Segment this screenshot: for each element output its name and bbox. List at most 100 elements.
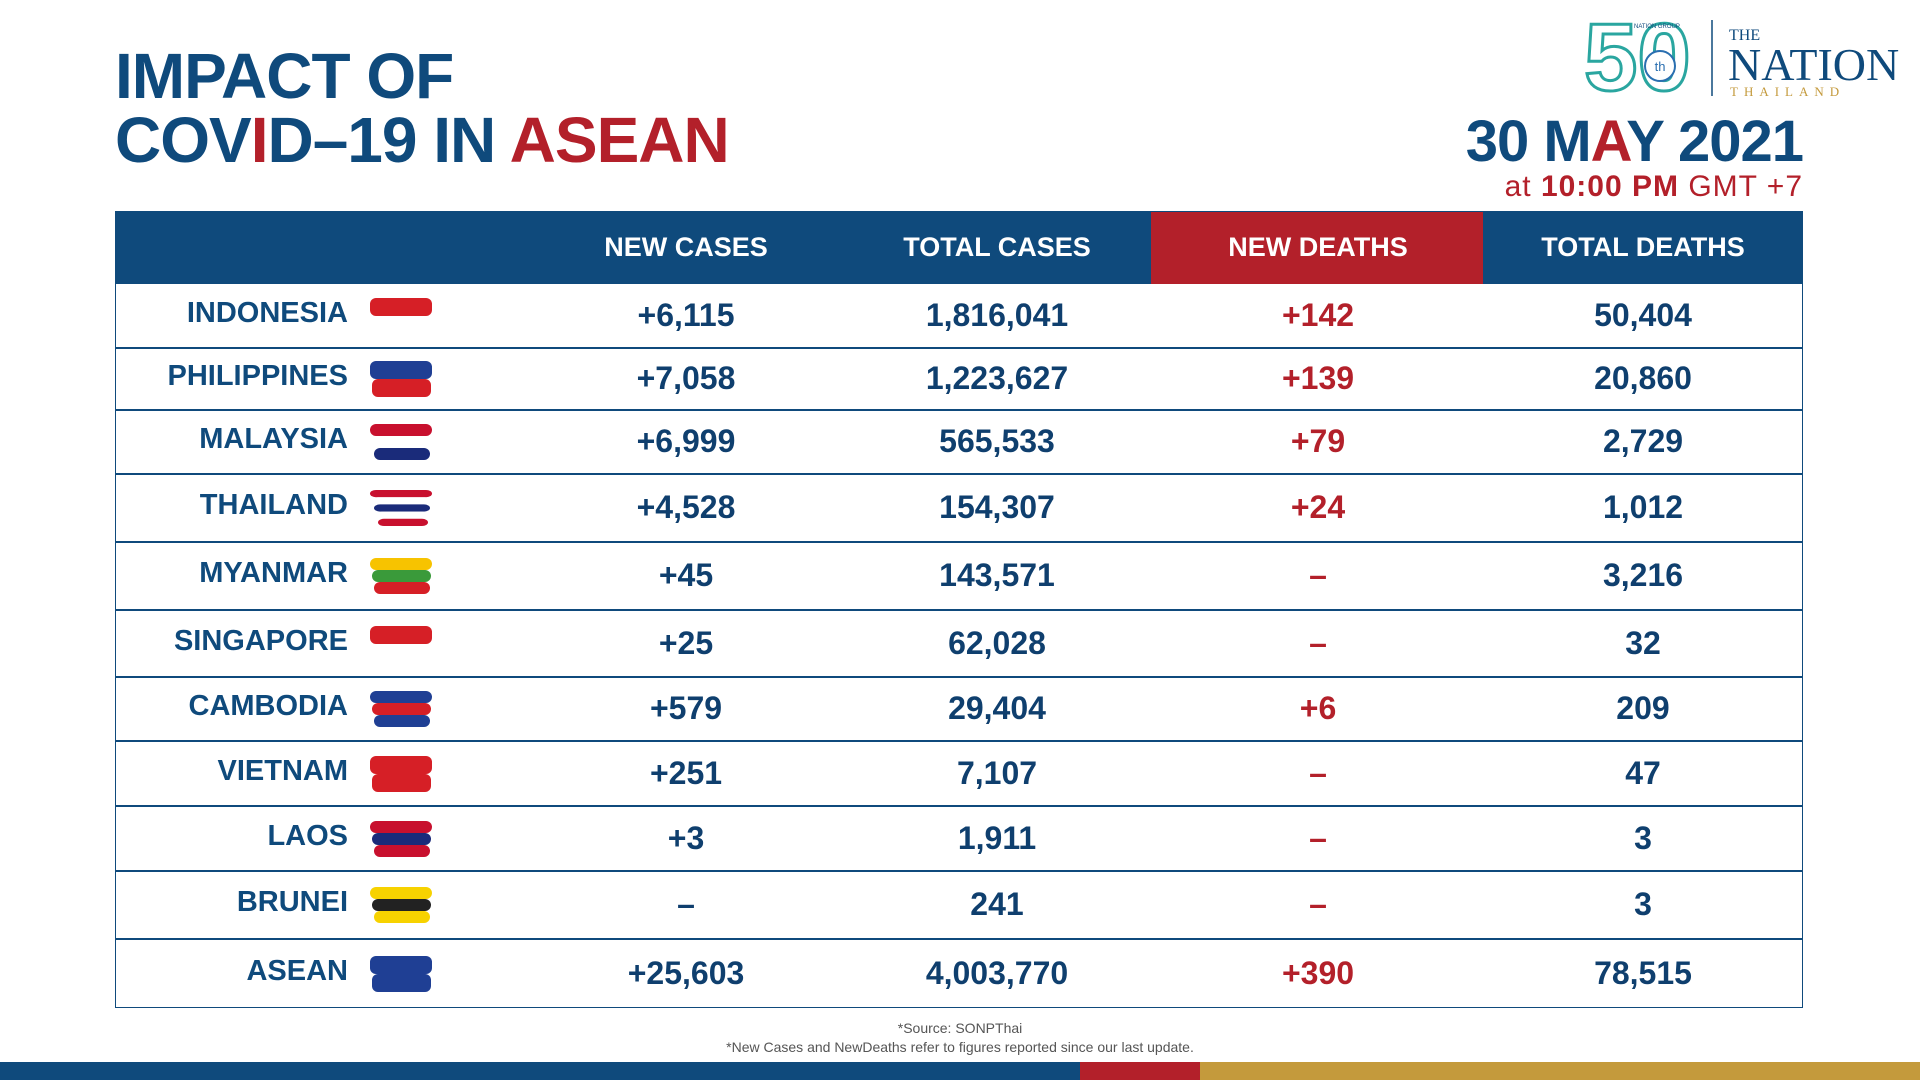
row-line [115,938,1803,940]
flag-stripe [370,887,432,899]
flag-stripe [372,570,431,582]
flag-stripe [374,715,430,727]
row-line [115,676,1803,678]
logo-anniversary: 50 [1584,8,1691,108]
logo-circle [1644,50,1676,82]
flag [370,955,432,992]
flag-stripe [372,703,431,715]
flag-stripe [372,436,431,448]
logo: 50 th NATION GROUP THE NATION THAILAND [1583,8,1900,108]
flag [370,820,432,857]
cell-value: +25 [658,624,714,661]
country-name: MALAYSIA [199,423,348,455]
flag-stripe [374,504,430,512]
flag-stripe [370,298,432,316]
country-name: BRUNEI [236,886,348,918]
date-part: 30 M [1465,109,1592,174]
row-line [115,473,1803,475]
row-line [115,740,1803,742]
row-line [115,609,1803,611]
cell-value: 1,816,041 [925,297,1069,333]
bottom-bar [1080,1062,1200,1080]
cell-value: 565,533 [939,423,1055,459]
cell-value: – [1309,754,1327,791]
flag-stripe [372,643,431,662]
logo-the: THE [1729,27,1760,44]
cell-value: +45 [658,557,714,593]
flag-stripe [370,955,432,974]
cell-value: 29,404 [948,690,1046,726]
time: at 10:00 PM GMT +7 [1505,170,1803,204]
cell-value: 20,860 [1594,360,1692,396]
cell-value: – [1309,557,1327,593]
cell-value: +79 [1290,423,1346,459]
cell-value: – [1309,886,1327,922]
cell-value: +251 [649,754,723,791]
header-band [115,211,1803,284]
flag-stripe [374,911,430,923]
country-name: ASEAN [246,954,348,987]
title-line2: COVID–19 IN ASEAN [115,108,730,172]
cell-value: 32 [1625,624,1661,661]
flag-stripe [372,899,431,911]
flag [370,298,432,334]
flag [370,558,432,594]
country-name: INDONESIA [186,297,348,329]
flag-stripe [372,316,431,334]
date: 30 MAY 2021 [1465,109,1804,174]
cell-value: 154,307 [939,489,1055,525]
cell-value: 62,028 [948,624,1046,661]
column-header: TOTAL CASES [903,232,1091,262]
flag [370,361,432,397]
title-line1: IMPACT OF [115,40,454,112]
country-name: SINGAPORE [173,624,348,657]
time-part: at [1504,170,1541,203]
cell-value: +6,115 [637,297,735,333]
column-header: TOTAL DEATHS [1541,232,1745,262]
row-line [115,347,1803,349]
cell-value: 1,911 [957,819,1037,856]
country-name: CAMBODIA [188,690,349,722]
flag-stripe [370,691,432,703]
cell-value: +25,603 [627,954,745,991]
flag-stripe [370,755,432,774]
footer-source: *Source: SONPThai [897,1020,1023,1036]
flag-stripe [372,832,431,845]
bottom-bar [0,1062,1080,1080]
column-header: NEW DEATHS [1228,232,1408,262]
date-part: A [1590,109,1628,174]
flag [370,755,432,792]
cell-value: +3 [667,819,705,856]
cell-value: +6,999 [636,423,736,459]
cell-value: 209 [1616,690,1670,726]
cell-value: 3,216 [1602,557,1684,593]
cell-value: 50,404 [1594,297,1692,333]
flag-stripe [370,424,432,436]
flag-stripe [376,511,429,519]
flag-stripe [370,490,432,498]
cell-value: 2,729 [1602,423,1684,459]
time-part: 10:00 PM [1540,170,1680,203]
cell-value: – [677,886,695,922]
flag-stripe [372,773,431,792]
flag-stripe [374,844,430,857]
flag [370,490,432,526]
flag-stripe [372,973,431,992]
time-part: GMT +7 [1679,170,1803,203]
flag-stripe [378,518,428,526]
cell-value: +6 [1299,690,1337,726]
cell-value: – [1309,819,1327,856]
title-part: COV [115,104,252,176]
bottom-bar [1200,1062,1920,1080]
cell-value: 7,107 [956,754,1038,791]
cell-value: 143,571 [939,557,1055,593]
flag-stripe [374,582,430,594]
country-name: VIETNAM [217,754,349,787]
date-part: Y 2021 [1626,109,1804,174]
cell-value: 4,003,770 [925,954,1069,991]
cell-value: +579 [649,690,723,726]
flag-stripe [372,497,431,505]
title-part: D–19 IN [267,104,510,176]
title-part: ASEAN [509,104,730,176]
flag-stripe [370,625,432,644]
